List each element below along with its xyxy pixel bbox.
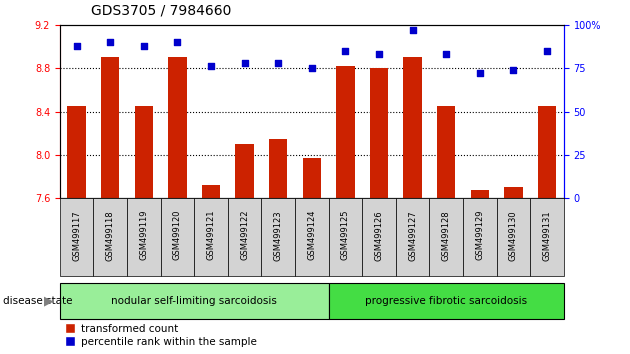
Bar [236, 144, 254, 198]
Bar [194, 198, 228, 276]
Point [105, 39, 115, 45]
Bar [329, 283, 564, 319]
Point [206, 64, 216, 69]
Text: GSM499129: GSM499129 [476, 210, 484, 261]
Bar [295, 198, 329, 276]
Text: GSM499126: GSM499126 [375, 210, 384, 261]
Text: GSM499118: GSM499118 [106, 210, 115, 261]
Text: disease state: disease state [3, 296, 72, 306]
Point [273, 60, 284, 66]
Point [173, 39, 183, 45]
Point [408, 27, 418, 33]
Bar [430, 198, 463, 276]
Point [475, 70, 485, 76]
Point [139, 43, 149, 48]
Text: GSM499119: GSM499119 [139, 210, 148, 261]
Bar [168, 57, 186, 198]
Text: ▶: ▶ [44, 295, 54, 307]
Bar [261, 198, 295, 276]
Text: GSM499125: GSM499125 [341, 210, 350, 261]
Bar [396, 198, 430, 276]
Bar [471, 190, 489, 198]
Bar [228, 198, 261, 276]
Bar [93, 198, 127, 276]
Bar [403, 57, 422, 198]
Point [374, 51, 384, 57]
Bar [362, 198, 396, 276]
Bar [504, 187, 523, 198]
Text: GSM499121: GSM499121 [207, 210, 215, 261]
Point [340, 48, 350, 53]
Bar [135, 106, 153, 198]
Legend: transformed count, percentile rank within the sample: transformed count, percentile rank withi… [65, 324, 256, 347]
Bar [370, 68, 388, 198]
Text: GSM499117: GSM499117 [72, 210, 81, 261]
Bar [60, 283, 329, 319]
Text: nodular self-limiting sarcoidosis: nodular self-limiting sarcoidosis [112, 296, 277, 306]
Text: GSM499120: GSM499120 [173, 210, 182, 261]
Text: GSM499122: GSM499122 [240, 210, 249, 261]
Bar [127, 198, 161, 276]
Text: GSM499124: GSM499124 [307, 210, 316, 261]
Bar [463, 198, 496, 276]
Text: progressive fibrotic sarcoidosis: progressive fibrotic sarcoidosis [365, 296, 527, 306]
Text: GSM499130: GSM499130 [509, 210, 518, 261]
Text: GSM499123: GSM499123 [274, 210, 283, 261]
Bar [161, 198, 194, 276]
Point [239, 60, 249, 66]
Point [441, 51, 451, 57]
Point [508, 67, 518, 73]
Point [72, 43, 82, 48]
Bar [437, 106, 455, 198]
Bar [67, 106, 86, 198]
Point [542, 48, 552, 53]
Bar [538, 106, 556, 198]
Bar [101, 57, 120, 198]
Bar [336, 66, 355, 198]
Bar [496, 198, 530, 276]
Bar [269, 139, 287, 198]
Bar [302, 158, 321, 198]
Text: GSM499127: GSM499127 [408, 210, 417, 261]
Bar [530, 198, 564, 276]
Text: GSM499131: GSM499131 [542, 210, 551, 261]
Bar [202, 185, 220, 198]
Text: GDS3705 / 7984660: GDS3705 / 7984660 [91, 4, 232, 18]
Text: GSM499128: GSM499128 [442, 210, 450, 261]
Bar [60, 198, 93, 276]
Bar [329, 198, 362, 276]
Point [307, 65, 317, 71]
